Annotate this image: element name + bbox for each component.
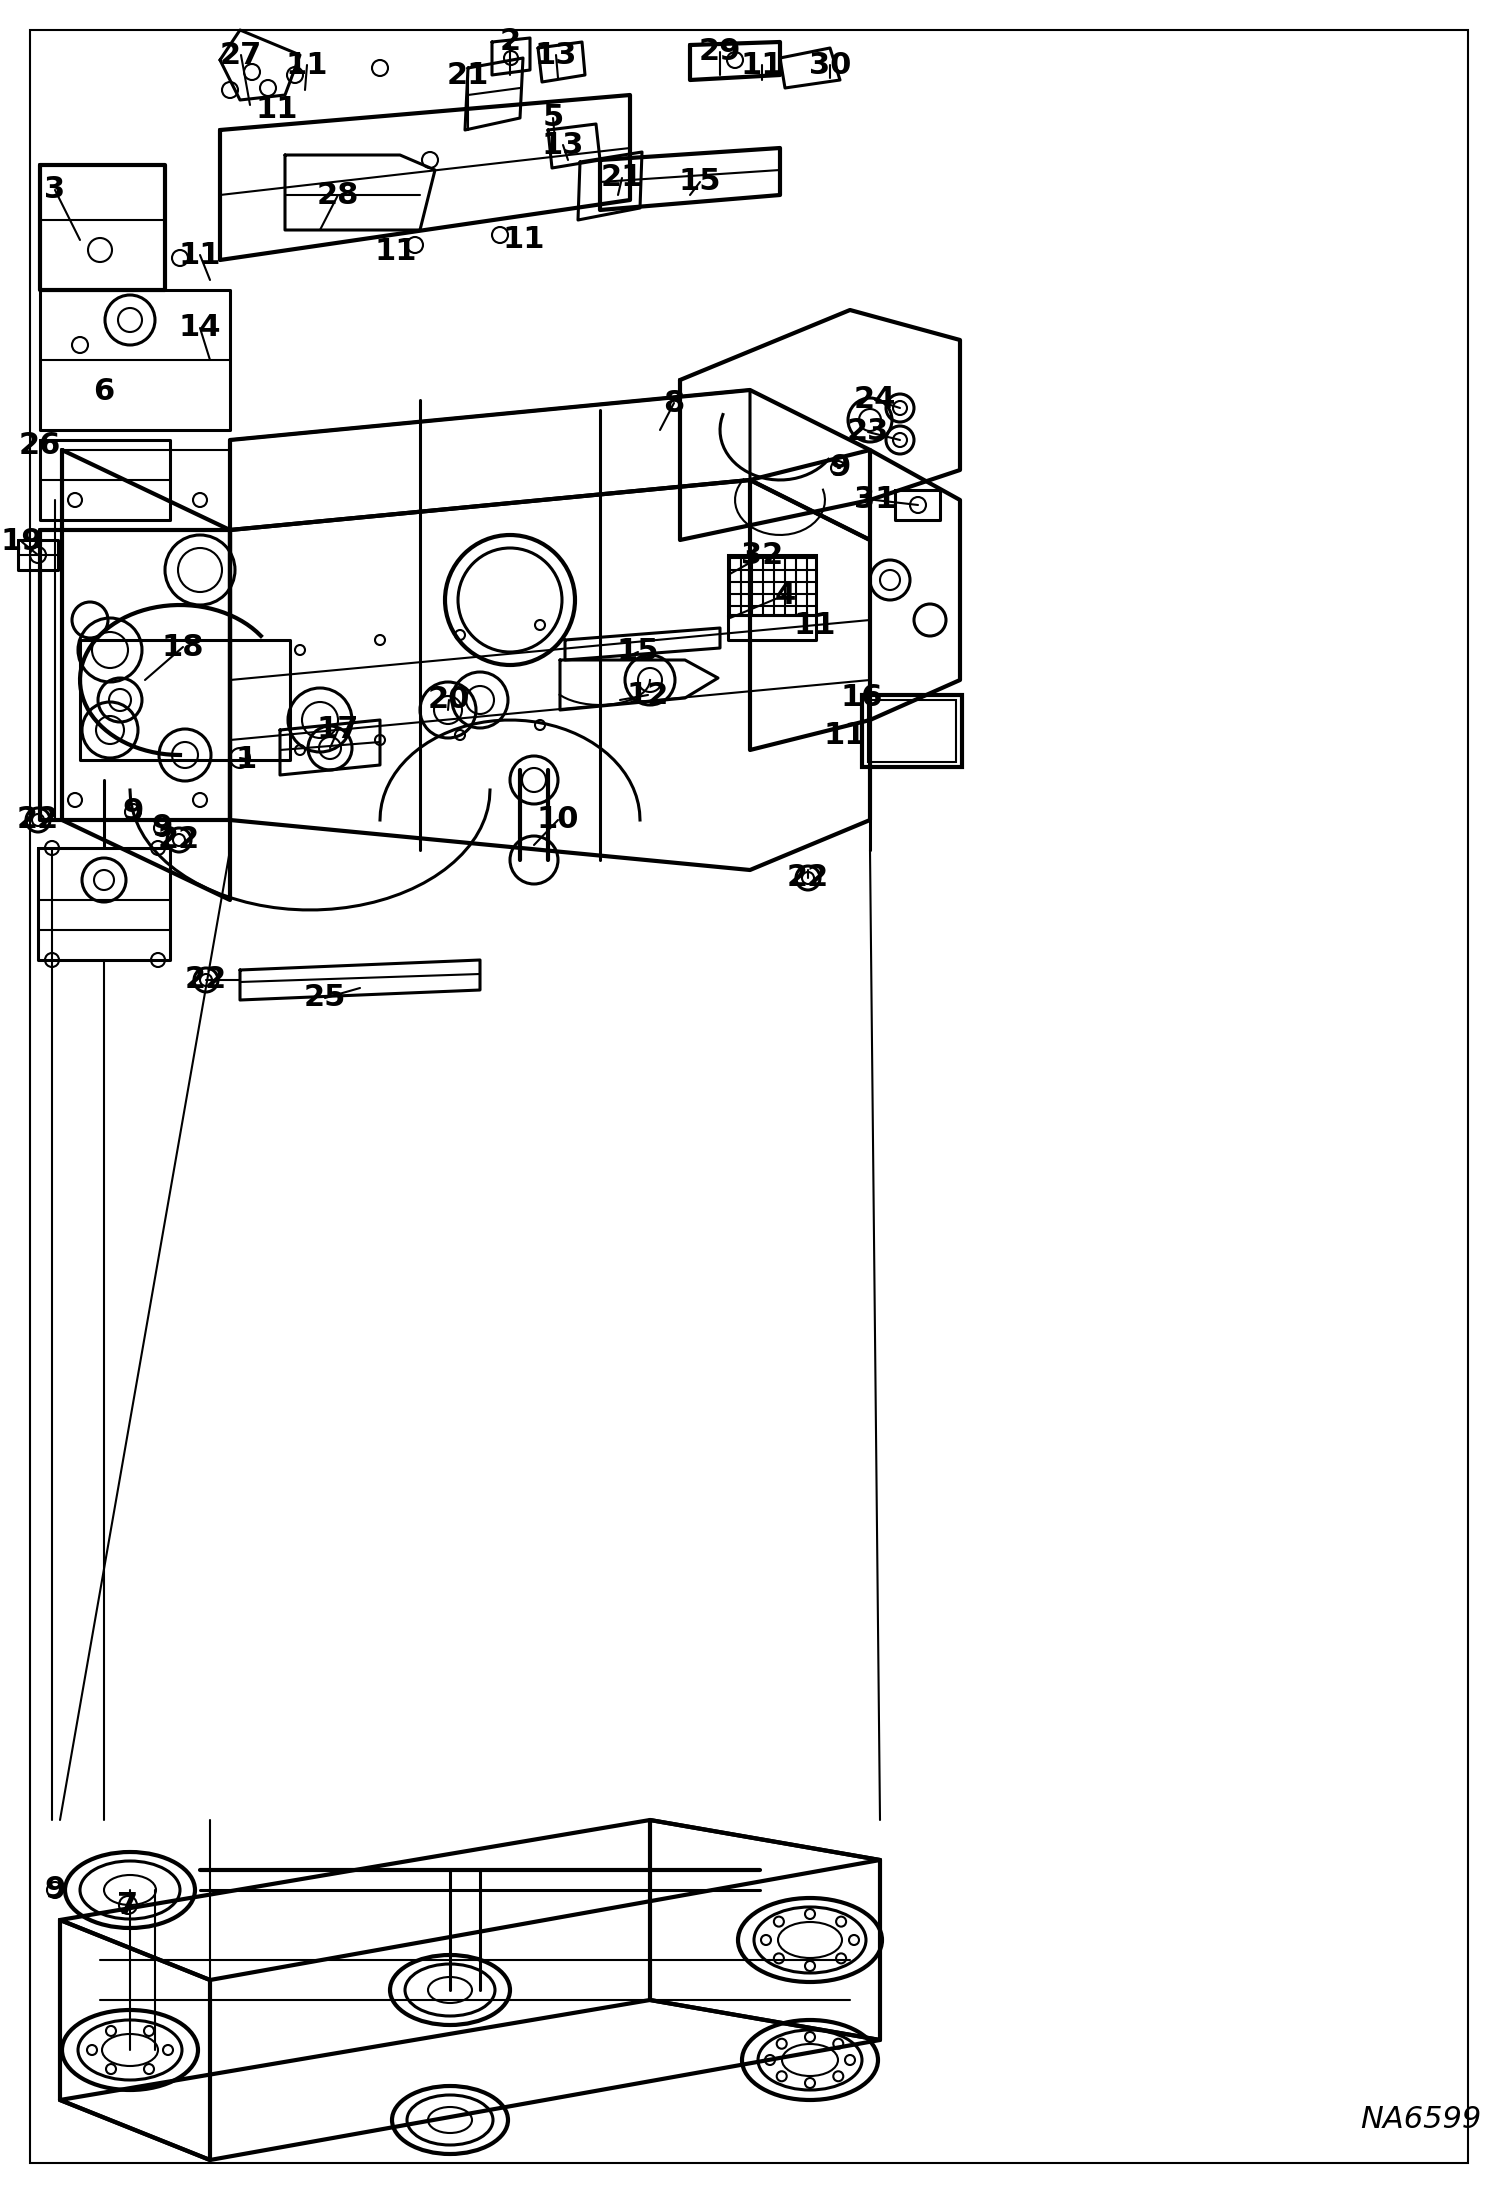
Text: 28: 28 [316,180,360,211]
Text: 22: 22 [157,825,201,855]
Text: 10: 10 [536,805,580,836]
Text: 21: 21 [601,164,643,193]
Text: 22: 22 [184,965,228,993]
Text: 9: 9 [830,454,851,482]
Bar [728,555,816,614]
Text: 12: 12 [626,680,670,711]
Text: 4: 4 [774,581,795,610]
Text: 1: 1 [235,743,256,774]
Text: 23: 23 [846,417,890,447]
Text: 5: 5 [542,103,563,132]
Text: 29: 29 [698,37,742,66]
Text: 11: 11 [740,50,783,79]
Text: 14: 14 [178,314,222,342]
Text: 6: 6 [93,377,115,406]
Text: 11: 11 [178,241,222,270]
Text: 24: 24 [854,386,896,414]
Text: 17: 17 [316,715,360,743]
Bar [867,700,956,761]
Text: NA6599: NA6599 [1360,2105,1482,2134]
Text: 26: 26 [19,430,61,461]
Text: 16: 16 [840,684,884,713]
Text: 9: 9 [123,798,144,827]
Text: 15: 15 [617,638,659,667]
Text: 25: 25 [304,982,346,1013]
Text: 13: 13 [542,132,584,160]
Text: 9: 9 [151,814,172,842]
Text: 8: 8 [664,388,685,417]
Text: 7: 7 [117,1890,138,1919]
Text: 11: 11 [256,96,298,125]
Text: 30: 30 [809,50,851,79]
Bar [861,695,962,768]
Text: 27: 27 [220,39,262,70]
Text: 9: 9 [45,1875,66,1904]
Text: 31: 31 [854,485,896,515]
Text: 22: 22 [16,805,58,836]
Text: 15: 15 [679,167,721,197]
Text: 11: 11 [503,226,545,254]
Text: 22: 22 [786,864,828,893]
Text: 18: 18 [162,632,204,662]
Text: 11: 11 [824,721,866,750]
Text: 19: 19 [0,529,43,557]
Text: 11: 11 [374,237,418,268]
Text: 21: 21 [446,61,490,90]
Text: 32: 32 [742,542,783,570]
Text: 11: 11 [794,610,836,640]
Text: 11: 11 [286,50,328,79]
Text: 13: 13 [535,39,577,70]
Text: 2: 2 [499,29,521,57]
Text: 20: 20 [428,686,470,715]
Text: 3: 3 [45,175,66,204]
